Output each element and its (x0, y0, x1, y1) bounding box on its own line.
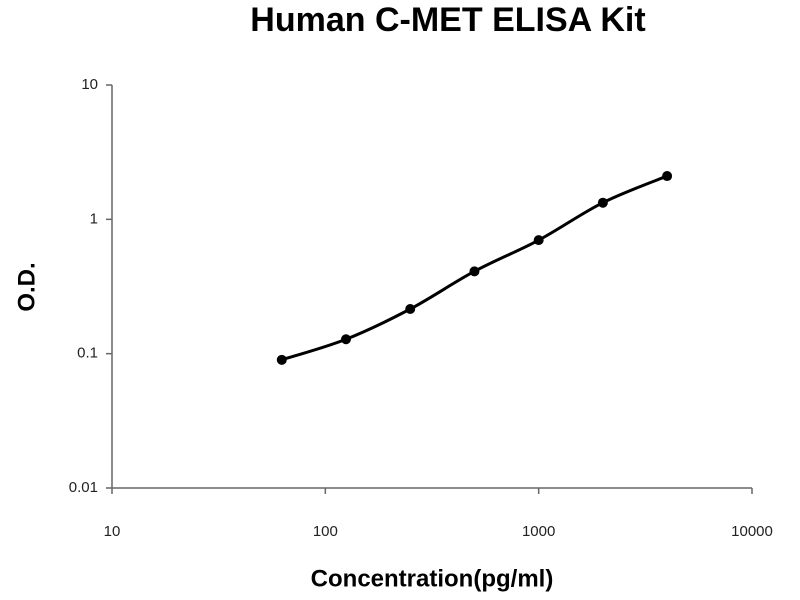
y-tick-label: 1 (90, 210, 98, 227)
data-point (405, 304, 416, 315)
x-tick-label: 1000 (522, 523, 555, 540)
y-tick-label: 10 (81, 76, 98, 93)
y-tick-label: 0.01 (69, 479, 98, 496)
chart-title: Human C-MET ELISA Kit (250, 1, 645, 39)
y-tick-label: 0.1 (77, 345, 98, 362)
data-point (469, 266, 480, 277)
data-point (341, 334, 352, 345)
x-tick-label: 100 (313, 523, 338, 540)
data-point (662, 171, 673, 182)
x-tick-label: 10 (104, 523, 121, 540)
y-axis-label: O.D. (13, 262, 40, 311)
x-axis-label: Concentration(pg/ml) (311, 565, 554, 592)
data-point (597, 197, 608, 208)
data-point (276, 354, 287, 365)
data-point (533, 235, 544, 246)
x-tick-label: 10000 (731, 523, 773, 540)
